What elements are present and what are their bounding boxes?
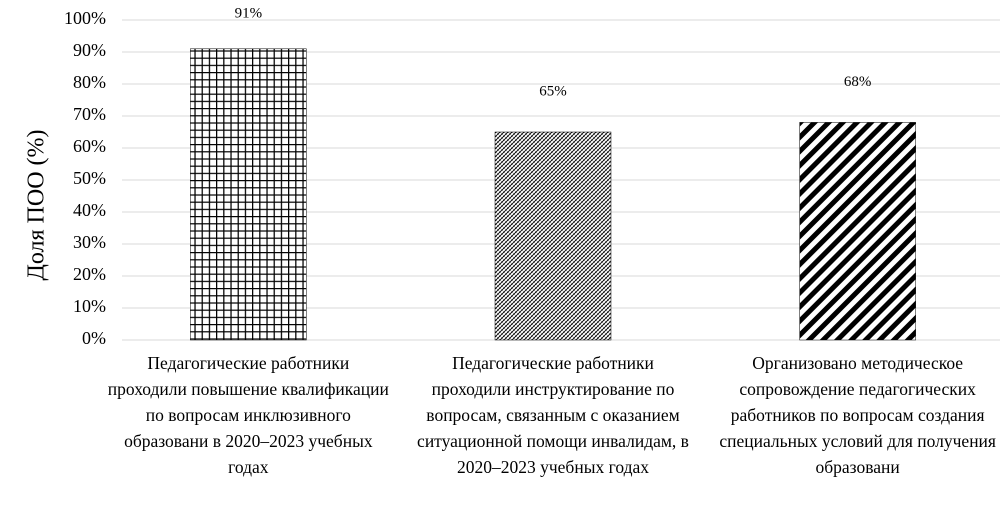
- bar: [799, 122, 916, 341]
- y-tick-label: 100%: [64, 8, 106, 28]
- value-label: 91%: [235, 5, 263, 21]
- y-tick-label: 40%: [73, 200, 106, 220]
- y-axis-label: Доля ПОО (%): [24, 129, 50, 280]
- x-tick-label: Педагогические работники проходили инстр…: [417, 353, 689, 477]
- x-tick-label: Педагогические работники проходили повыш…: [107, 353, 389, 477]
- bar: [494, 131, 612, 341]
- y-tick-label: 0%: [82, 328, 106, 348]
- value-label: 65%: [539, 83, 567, 99]
- y-tick-label: 60%: [73, 136, 106, 156]
- x-tick-label: Организовано методическое сопровождение …: [719, 353, 996, 477]
- y-tick-label: 50%: [73, 168, 106, 188]
- y-tick-label: 80%: [73, 72, 106, 92]
- y-tick-label: 70%: [73, 104, 106, 124]
- y-tick-label: 30%: [73, 232, 106, 252]
- y-tick-label: 20%: [73, 264, 106, 284]
- y-tick-label: 90%: [73, 40, 106, 60]
- bar: [190, 48, 307, 341]
- value-label: 68%: [844, 74, 872, 90]
- y-tick-label: 10%: [73, 296, 106, 316]
